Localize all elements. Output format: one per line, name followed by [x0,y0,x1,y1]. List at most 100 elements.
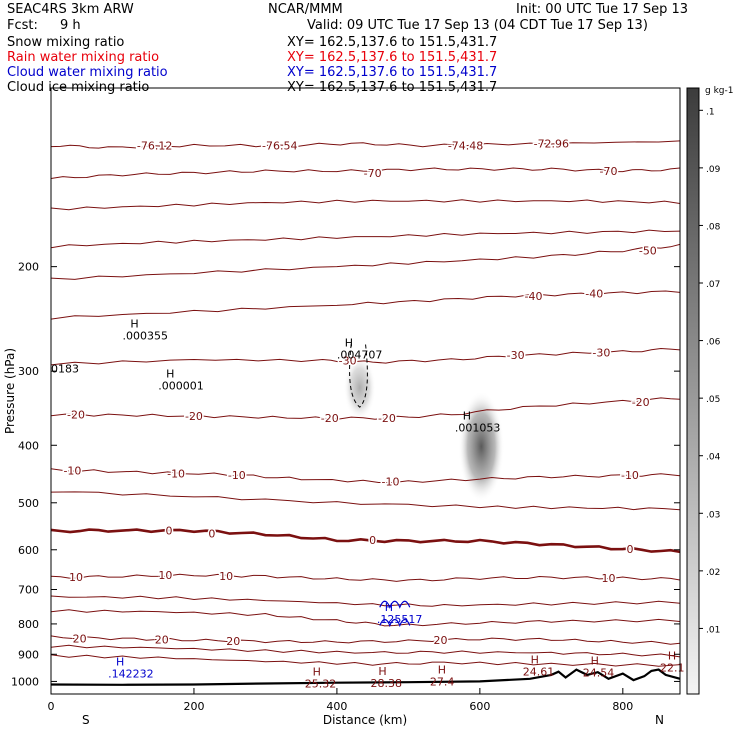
init-time: Init: 00 UTC Tue 17 Sep 13 [516,2,689,17]
colorbar-tick-label: .01 [706,625,720,635]
colorbar-ramp [686,87,700,695]
temperature-contour-line [51,654,680,667]
extremum-marker: H [116,656,124,669]
extremum-marker: H [345,337,353,350]
temperature-contour-label: -50 [639,245,657,258]
extremum-value: 28.38 [371,677,403,690]
temperature-contour-line [51,347,680,366]
temperature-contour-label: -30 [339,355,357,368]
x-end-label-north: N [655,713,664,727]
y-tick-label: 400 [18,439,39,452]
model-title: SEAC4RS 3km ARW [7,2,134,17]
field-cloud-water-xy: XY= 162.5,137.6 to 151.5,431.7 [287,65,498,80]
x-tick-label: 0 [48,700,55,713]
temperature-contour-line [51,290,680,320]
colorbar-tick-label: .04 [706,453,721,463]
temperature-contours [51,140,680,667]
temperature-contour-label: -20 [378,412,396,425]
extremum-value: .142232 [108,668,154,681]
temperature-contour-label: -10 [167,467,185,480]
forecast-hour: 9 h [60,18,81,33]
temperature-contour-line [51,140,680,149]
temperature-contour-label: 10 [602,572,616,585]
temperature-contour-line [51,397,680,420]
temperature-contour-label: 10 [158,569,172,582]
valid-time: Valid: 09 UTC Tue 17 Sep 13 (04 CDT Tue … [307,18,648,33]
x-tick-label: 200 [183,700,204,713]
temperature-contour-label: -10 [382,475,400,488]
extremum-value: .125517 [377,613,423,626]
terrain-line [51,668,680,686]
extremum-marker: H [668,649,676,662]
temperature-contour-line [51,609,680,627]
colorbar-tick-label: .08 [706,222,721,232]
x-tick-label: 600 [469,700,490,713]
temperature-contour-line [51,573,680,582]
extremum-marker: H [463,410,471,423]
extremum-value: .000355 [122,329,167,342]
temperature-contour-label: -20 [67,409,85,422]
x-axis-label: Distance (km) [323,713,407,727]
temperature-contour-label: 10 [69,571,83,584]
temperature-contour-line [51,243,680,280]
top-contour-label: -72.96 [534,137,569,150]
extremum-value: .001053 [455,422,501,435]
x-tick-label: 400 [326,700,347,713]
temperature-contour-line [51,199,680,211]
contour-labels: -76.12 -70 -70 -50 -40 -40 -30 -30 -30 -20 -20 -20 -… [51,136,685,691]
y-tick-label: 200 [18,261,39,274]
extremum-value: .000001 [158,380,204,393]
extremum-marker: H [531,653,539,666]
y-tick-label: 500 [18,497,39,510]
temperature-contour-label: 20 [434,634,448,647]
temperature-contour-line [51,229,680,249]
extremum-value: 24.54 [583,666,615,679]
top-contour-label: -74.48 [448,140,483,153]
extremum-value: 0183 [51,362,79,375]
mixing-ratio-shading [343,355,505,502]
extremum-value: 27.4 [430,675,455,688]
temperature-contour-label: -10 [228,469,246,482]
forecast-label: Fcst: [7,18,38,33]
field-snow-xy: XY= 162.5,137.6 to 151.5,431.7 [287,35,498,50]
colorbar-tick-label: .1 [706,107,715,117]
colorbar-tick-label: .06 [706,338,721,348]
top-contour-label: -76.54 [262,140,297,153]
extremum-marker: H [438,663,446,676]
extremum-marker: H [313,666,321,679]
temperature-contour-line [51,595,680,607]
temperature-contour-label: 0 [208,527,215,540]
plot-frame [50,87,681,695]
temperature-contour-label: 0 [369,534,376,547]
temperature-contour-label: -30 [592,346,610,359]
extremum-value: 22.1 [660,661,685,674]
temperature-contour-label: 20 [155,634,169,647]
extremum-value: 25.32 [305,678,337,691]
extremum-value: .004707 [337,349,383,362]
colorbar: g kg-1 .01 .02 .03 .04 .05 .06 .07 .08 .09 .1 [686,86,733,695]
ice-contour-outline [349,343,368,408]
temperature-contour-label: -70 [364,167,382,180]
temperature-contour-label: 0 [626,543,633,556]
temperature-contour-line [51,644,680,658]
temperature-contour-label: -40 [524,290,542,303]
field-rain-label: Rain water mixing ratio [7,50,160,65]
y-tick-label: 1000 [11,675,39,688]
temperature-contour-line [51,167,680,179]
field-cloud-water-label: Cloud water mixing ratio [7,65,168,80]
temperature-contour-line [51,491,680,511]
shaded-mixing-ratio-blob [343,355,376,421]
extremum-marker: H [166,368,174,381]
temperature-contour-label: -76.12 [137,140,172,153]
temperature-contour-label: -40 [585,288,603,301]
field-snow-label: Snow mixing ratio [7,35,125,50]
y-tick-label: 600 [18,544,39,557]
extremum-marker: H [385,601,393,614]
temperature-contour-label: -20 [185,410,203,423]
colorbar-tick-label: .02 [706,568,720,578]
center-name: NCAR/MMM [268,2,343,17]
colorbar-unit: g kg-1 [705,86,733,96]
extremum-value: 24.61 [523,665,555,678]
temperature-contour-label: -20 [321,412,339,425]
extremum-marker: H [378,665,386,678]
